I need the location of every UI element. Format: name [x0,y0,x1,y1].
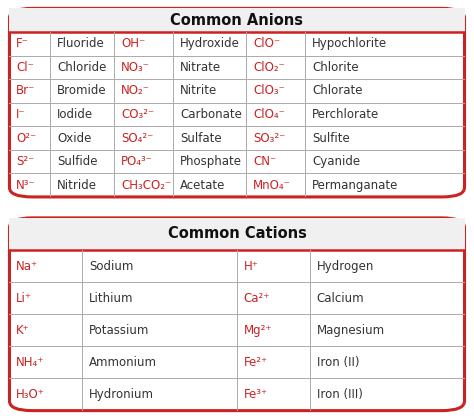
Text: S²⁻: S²⁻ [16,155,35,168]
Text: Sulfide: Sulfide [57,155,98,168]
Text: Nitrate: Nitrate [180,61,221,74]
Text: Chloride: Chloride [57,61,107,74]
Text: NO₂⁻: NO₂⁻ [121,84,150,97]
Text: Cl⁻: Cl⁻ [16,61,34,74]
Text: Mg²⁺: Mg²⁺ [244,324,273,337]
Text: ClO⁻: ClO⁻ [253,37,280,50]
Text: N³⁻: N³⁻ [16,178,36,191]
Text: PO₄³⁻: PO₄³⁻ [121,155,153,168]
Text: Iron (II): Iron (II) [317,356,359,369]
Text: Chlorite: Chlorite [312,61,359,74]
Text: Oxide: Oxide [57,132,91,145]
Text: Permanganate: Permanganate [312,178,399,191]
Text: ClO₂⁻: ClO₂⁻ [253,61,285,74]
Text: Hydronium: Hydronium [89,388,154,401]
Text: H₃O⁺: H₃O⁺ [16,388,45,401]
Text: Fe³⁺: Fe³⁺ [244,388,268,401]
Text: NH₄⁺: NH₄⁺ [16,356,45,369]
Text: F⁻: F⁻ [16,37,29,50]
Text: I⁻: I⁻ [16,108,26,121]
Bar [9,218,465,250]
Text: SO₃²⁻: SO₃²⁻ [253,132,285,145]
Text: NO₃⁻: NO₃⁻ [121,61,150,74]
Text: Hypochlorite: Hypochlorite [312,37,387,50]
Text: Chlorate: Chlorate [312,84,363,97]
Text: CN⁻: CN⁻ [253,155,276,168]
Text: Carbonate: Carbonate [180,108,242,121]
Text: Na⁺: Na⁺ [16,259,38,273]
Text: K⁺: K⁺ [16,324,30,337]
Text: Common Anions: Common Anions [171,13,303,28]
Text: Magnesium: Magnesium [317,324,385,337]
Text: CH₃CO₂⁻: CH₃CO₂⁻ [121,178,171,191]
Text: Li⁺: Li⁺ [16,292,32,305]
Text: Bromide: Bromide [57,84,107,97]
Text: SO₄²⁻: SO₄²⁻ [121,132,154,145]
Text: ClO₃⁻: ClO₃⁻ [253,84,285,97]
Text: Calcium: Calcium [317,292,364,305]
Text: Fe²⁺: Fe²⁺ [244,356,268,369]
Bar [9,8,465,32]
FancyBboxPatch shape [9,218,465,411]
Text: Perchlorate: Perchlorate [312,108,379,121]
Text: H⁺: H⁺ [244,259,259,273]
Text: Hydrogen: Hydrogen [317,259,374,273]
Text: Nitrite: Nitrite [180,84,218,97]
Text: ClO₄⁻: ClO₄⁻ [253,108,285,121]
Text: Acetate: Acetate [180,178,226,191]
Text: Br⁻: Br⁻ [16,84,36,97]
Text: O²⁻: O²⁻ [16,132,36,145]
Text: Iron (III): Iron (III) [317,388,363,401]
Text: Ca²⁺: Ca²⁺ [244,292,270,305]
Text: Nitride: Nitride [57,178,97,191]
Text: Phosphate: Phosphate [180,155,242,168]
Text: Lithium: Lithium [89,292,134,305]
Text: Sulfate: Sulfate [180,132,222,145]
FancyBboxPatch shape [9,8,465,197]
Text: Fluoride: Fluoride [57,37,105,50]
Text: Iodide: Iodide [57,108,93,121]
Text: Ammonium: Ammonium [89,356,157,369]
Text: CO₃²⁻: CO₃²⁻ [121,108,154,121]
Text: Sodium: Sodium [89,259,134,273]
Text: Hydroxide: Hydroxide [180,37,240,50]
Text: Sulfite: Sulfite [312,132,350,145]
Text: Potassium: Potassium [89,324,149,337]
Text: MnO₄⁻: MnO₄⁻ [253,178,291,191]
Text: Cyanide: Cyanide [312,155,360,168]
Text: OH⁻: OH⁻ [121,37,145,50]
Text: Common Cations: Common Cations [168,226,306,241]
